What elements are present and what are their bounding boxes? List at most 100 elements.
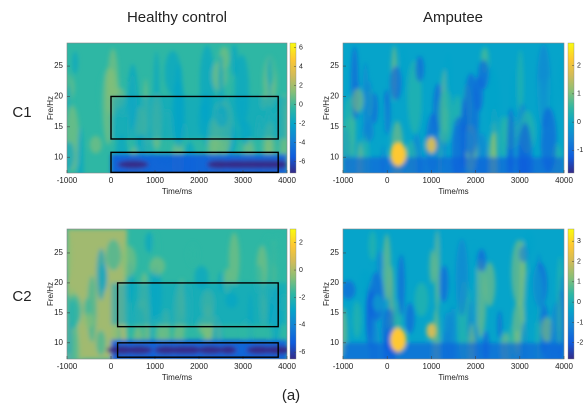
x-tick-label: 1000: [146, 176, 164, 185]
colorbar-tick-label: 2: [577, 62, 581, 69]
y-tick-label: 25: [54, 248, 63, 257]
colorbar-tick-label: 0: [299, 102, 303, 109]
streak: [474, 76, 484, 112]
x-tick-label: 4000: [555, 176, 573, 185]
blob: [219, 346, 237, 355]
streak: [351, 88, 364, 113]
x-tick-label: 4000: [555, 362, 573, 371]
y-tick-label: 20: [330, 92, 339, 101]
streak: [145, 232, 154, 253]
plot-frame: [66, 228, 288, 360]
roi-box: [110, 95, 279, 140]
x-tick-label: -1000: [333, 362, 354, 371]
streak: [352, 301, 362, 339]
colorbar: [567, 42, 575, 174]
streak: [556, 293, 563, 348]
x-tick-label: 0: [109, 176, 114, 185]
y-tick-label: 15: [54, 122, 63, 131]
blob: [182, 346, 201, 355]
streak: [434, 229, 440, 314]
x-axis-label: Time/ms: [438, 373, 468, 382]
blob: [252, 160, 272, 169]
hot-spot: [390, 142, 407, 167]
colorbar-tick-label: 4: [299, 64, 303, 71]
colorbar-tick-label: -1: [577, 147, 583, 154]
streak: [72, 51, 78, 74]
caption: (a): [282, 387, 300, 404]
x-tick-label: 0: [385, 362, 390, 371]
streak: [343, 52, 346, 72]
streak: [366, 80, 373, 142]
streak: [389, 66, 402, 101]
x-tick-label: -1000: [57, 362, 78, 371]
hot-spot: [426, 137, 437, 154]
colorbar-tick-label: 3: [577, 238, 581, 245]
streak: [366, 287, 371, 345]
x-tick-label: 3000: [234, 176, 252, 185]
roi-box: [116, 282, 279, 328]
colorbar-tick-label: -2: [299, 121, 305, 128]
streak: [96, 248, 107, 301]
y-axis-label: Fre/Hz: [322, 282, 331, 306]
streak: [77, 127, 84, 173]
streak: [474, 325, 480, 359]
x-tick-label: 2000: [467, 176, 485, 185]
streak: [540, 316, 553, 342]
streak: [135, 134, 148, 158]
row-label: C1: [12, 104, 31, 121]
x-axis-label: Time/ms: [162, 373, 192, 382]
streak: [484, 262, 496, 307]
colorbar: [289, 228, 297, 360]
streak: [379, 99, 387, 144]
colorbar-tick-label: 2: [299, 240, 303, 247]
streak: [429, 249, 436, 285]
streak: [471, 255, 479, 336]
colorbar-tick-label: 1: [577, 279, 581, 286]
heatmap-texture: [67, 44, 287, 173]
row-label: C2: [12, 288, 31, 305]
streak: [376, 250, 384, 280]
streak: [518, 245, 529, 263]
streak: [67, 233, 73, 280]
x-axis-label: Time/ms: [438, 187, 468, 196]
streak: [437, 89, 454, 144]
streak: [86, 275, 97, 343]
streak: [152, 231, 159, 262]
x-tick-label: 2000: [190, 362, 208, 371]
streak: [67, 141, 75, 170]
y-tick-label: 10: [330, 338, 339, 347]
x-tick-label: 3000: [234, 362, 252, 371]
heatmap-texture: [343, 44, 564, 173]
streak: [72, 318, 79, 359]
roi-box: [116, 342, 279, 358]
streak: [131, 327, 144, 359]
streak: [343, 280, 356, 300]
heatmap-image: [343, 229, 564, 359]
y-axis-label: Fre/Hz: [46, 282, 55, 306]
blob: [154, 346, 179, 355]
streak: [267, 56, 272, 100]
colorbar: [567, 228, 575, 360]
y-tick-label: 25: [330, 248, 339, 257]
y-tick-label: 10: [54, 152, 63, 161]
heatmap-image: [67, 229, 287, 359]
hot-spot: [426, 322, 437, 339]
y-tick-label: 15: [330, 308, 339, 317]
streak: [443, 311, 452, 347]
streak: [476, 249, 487, 272]
blob: [117, 160, 149, 169]
colorbar-tick-label: 2: [577, 258, 581, 265]
colorbar-tick-label: 0: [577, 119, 581, 126]
blob: [228, 160, 247, 169]
streak: [523, 271, 531, 336]
streak: [67, 293, 82, 327]
streak: [95, 329, 106, 356]
colorbar-tick-label: -4: [299, 139, 305, 146]
y-tick-label: 10: [330, 152, 339, 161]
streak: [540, 107, 557, 173]
y-tick-label: 25: [54, 61, 63, 70]
streak: [475, 259, 487, 338]
y-tick-label: 25: [330, 61, 339, 70]
y-tick-label: 10: [54, 338, 63, 347]
